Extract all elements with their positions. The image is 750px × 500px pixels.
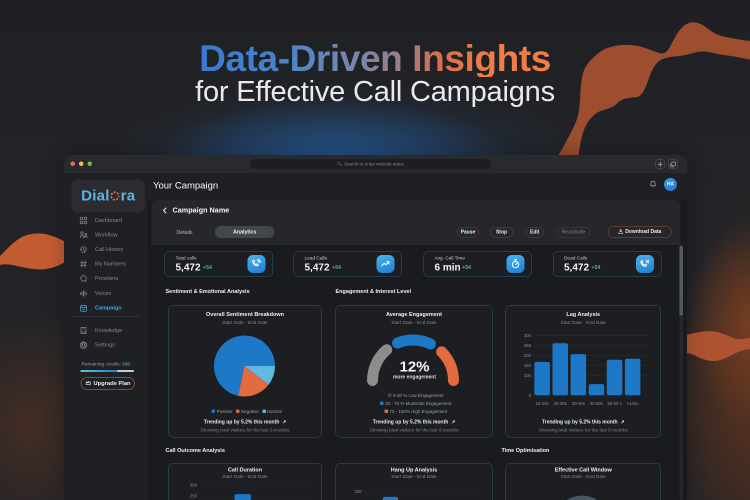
svg-text:50-60 s: 50-60 s [607, 401, 621, 406]
svg-text:>1min: >1min [627, 401, 639, 406]
svg-text:0: 0 [529, 393, 532, 398]
svg-text:300: 300 [190, 483, 198, 488]
svg-text:100: 100 [524, 373, 532, 378]
svg-text:30-40s: 30-40s [572, 401, 585, 406]
svg-text:250: 250 [524, 343, 532, 348]
svg-text:300: 300 [354, 489, 362, 494]
svg-text:40-50s: 40-50s [590, 401, 603, 406]
svg-text:300: 300 [524, 333, 532, 338]
svg-text:150: 150 [524, 363, 532, 368]
svg-text:250: 250 [190, 494, 198, 499]
svg-text:200: 200 [524, 353, 532, 358]
svg-text:10-20s: 10-20s [536, 401, 549, 406]
svg-text:20-30s: 20-30s [554, 401, 567, 406]
